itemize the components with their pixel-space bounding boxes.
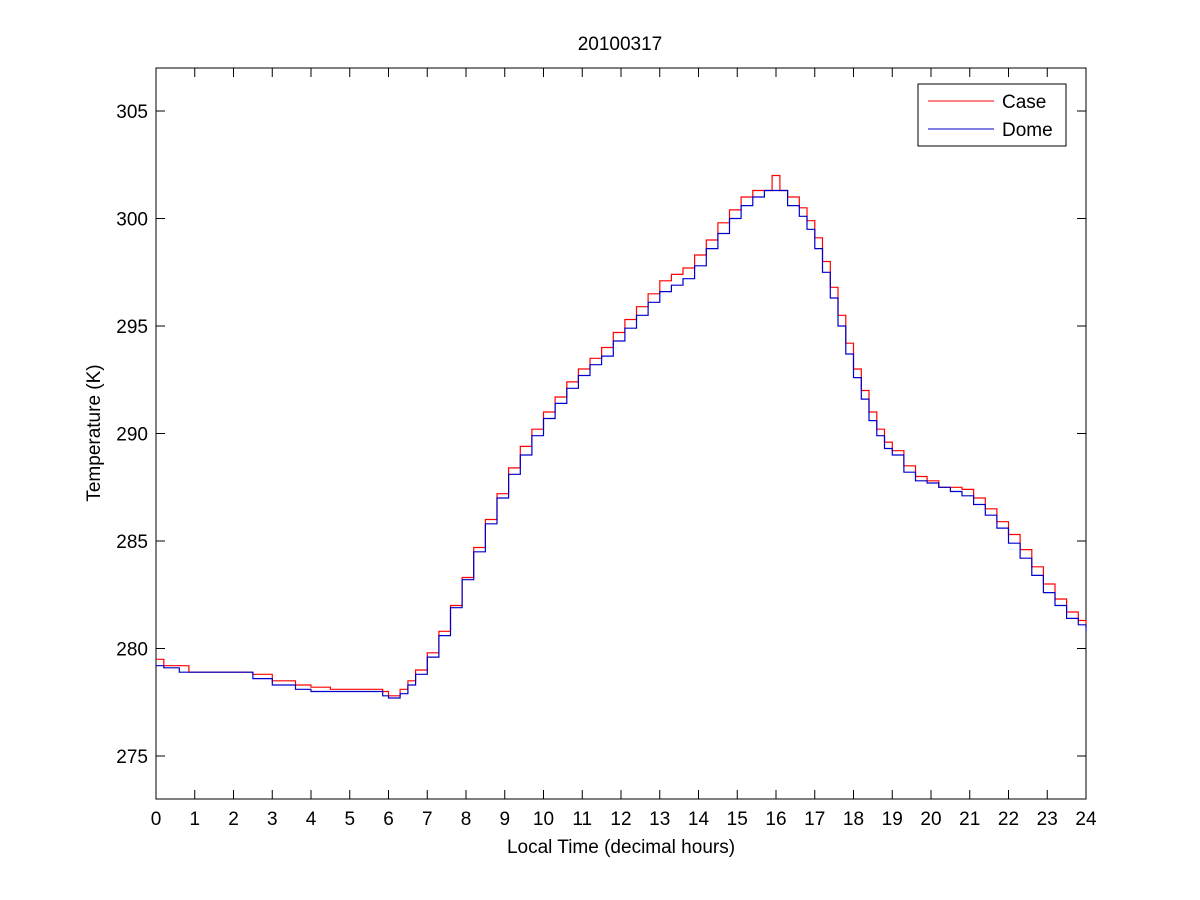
x-tick-label: 18 [843, 809, 864, 830]
legend-dome-label: Dome [1002, 120, 1053, 141]
x-axis-label: Local Time (decimal hours) [507, 837, 735, 858]
x-tick-label: 23 [1037, 809, 1058, 830]
x-tick-label: 14 [688, 809, 710, 830]
y-tick-label: 280 [116, 640, 148, 661]
legend-case-label: Case [1002, 92, 1046, 113]
x-tick-label: 8 [461, 809, 472, 830]
x-tick-label: 13 [649, 809, 670, 830]
x-tick-label: 11 [572, 809, 592, 830]
plot-area [155, 67, 1087, 800]
chart-title: 20100317 [578, 34, 663, 55]
x-tick-label: 21 [959, 809, 980, 830]
x-tick-label: 19 [882, 809, 903, 830]
x-tick-label: 2 [228, 809, 239, 830]
x-tick-label: 17 [804, 809, 825, 830]
legend-box [917, 83, 1067, 147]
x-tick-label: 3 [267, 809, 278, 830]
x-tick-label: 10 [533, 809, 554, 830]
series-line-dome [156, 189, 1087, 699]
x-tick-label: 16 [765, 809, 786, 830]
x-tick-label: 7 [422, 809, 433, 830]
x-tick-label: 20 [920, 809, 941, 830]
x-tick-label: 15 [727, 809, 748, 830]
x-tick-label: 22 [998, 809, 1019, 830]
y-tick-label: 275 [116, 747, 148, 768]
y-axis-label: Temperature (K) [84, 364, 105, 501]
y-tick-label: 305 [116, 102, 148, 123]
x-tick-label: 0 [151, 809, 162, 830]
x-tick-label: 9 [499, 809, 510, 830]
x-tick-label: 12 [610, 809, 631, 830]
y-tick-label: 285 [116, 532, 148, 553]
x-tick-label: 1 [189, 809, 200, 830]
y-tick-label: 295 [116, 317, 148, 338]
y-tick-label: 290 [116, 425, 148, 446]
series-layer [156, 174, 1087, 699]
legend: Case Dome [917, 83, 1067, 147]
tick-layer: 0 1 2 3 4 5 6 7 8 9 10 11 12 13 14 15 16 17 18 19 20 21 22 23 24… [116, 68, 1097, 830]
x-tick-label: 4 [306, 809, 317, 830]
x-tick-label: 6 [383, 809, 394, 830]
x-tick-label: 24 [1075, 809, 1097, 830]
x-tick-label: 5 [344, 809, 355, 830]
y-tick-label: 300 [116, 210, 148, 231]
